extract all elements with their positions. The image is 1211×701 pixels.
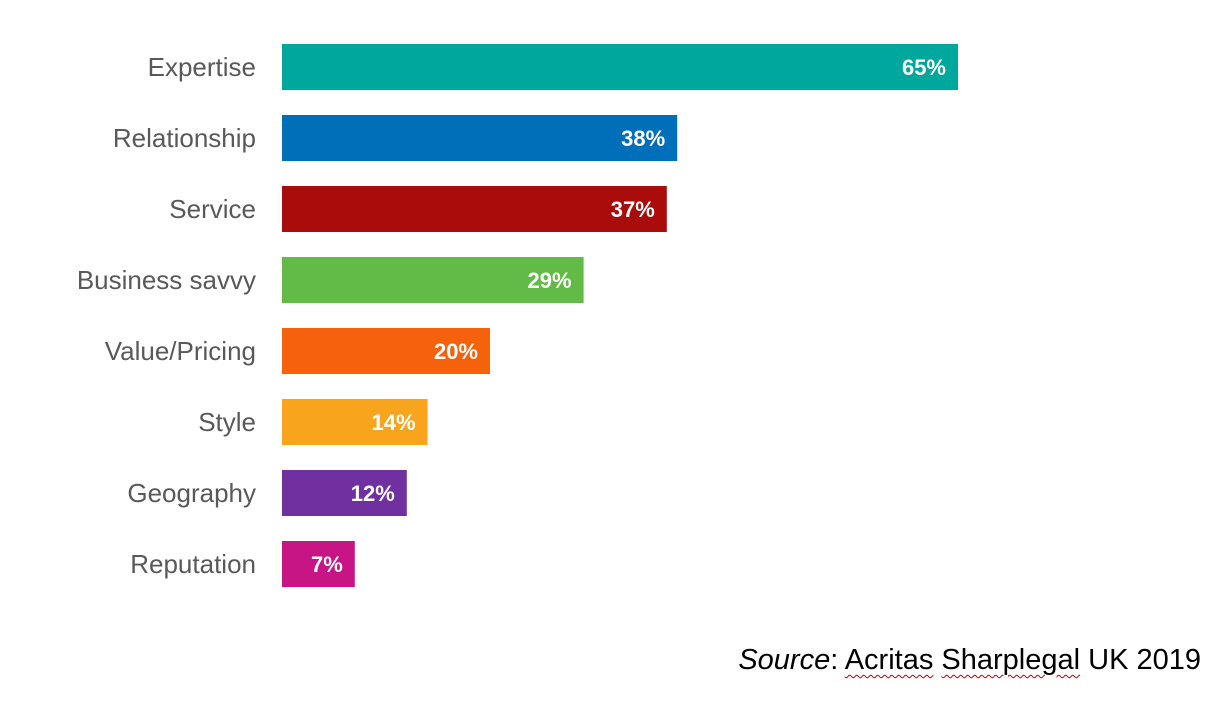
source-suffix: UK 2019	[1080, 644, 1201, 676]
category-label-geography: Geography	[127, 478, 256, 508]
value-label-business-savvy: 29%	[528, 268, 572, 293]
bar-relationship	[282, 115, 678, 161]
bar-business-savvy	[282, 257, 584, 303]
bar-service	[282, 186, 667, 232]
bar-reputation	[282, 541, 355, 587]
source-note: Source: Acritas Sharplegal UK 2019	[738, 644, 1201, 677]
value-label-service: 37%	[611, 197, 655, 222]
category-label-relationship: Relationship	[113, 123, 256, 153]
category-label-style: Style	[198, 407, 256, 437]
value-label-geography: 12%	[351, 481, 395, 506]
bar-style	[282, 399, 428, 445]
bar-geography	[282, 470, 407, 516]
source-separator: :	[830, 644, 845, 676]
category-label-expertise: Expertise	[148, 52, 256, 82]
category-label-business-savvy: Business savvy	[77, 265, 256, 295]
category-label-value-pricing: Value/Pricing	[105, 336, 256, 366]
value-label-value-pricing: 20%	[434, 339, 478, 364]
value-label-reputation: 7%	[311, 552, 343, 577]
source-word-sharplegal: Sharplegal	[941, 644, 1081, 676]
category-label-reputation: Reputation	[130, 549, 256, 579]
value-label-relationship: 38%	[621, 126, 665, 151]
source-prefix: Source	[738, 644, 831, 676]
value-label-expertise: 65%	[902, 55, 946, 80]
category-label-service: Service	[169, 194, 256, 224]
bar-expertise	[282, 44, 958, 90]
bar-value-pricing	[282, 328, 490, 374]
source-word-acritas: Acritas	[844, 644, 934, 676]
bar-chart: Expertise 65% Relationship 38% Service 37% Bus…	[77, 44, 958, 587]
value-label-style: 14%	[372, 410, 416, 435]
